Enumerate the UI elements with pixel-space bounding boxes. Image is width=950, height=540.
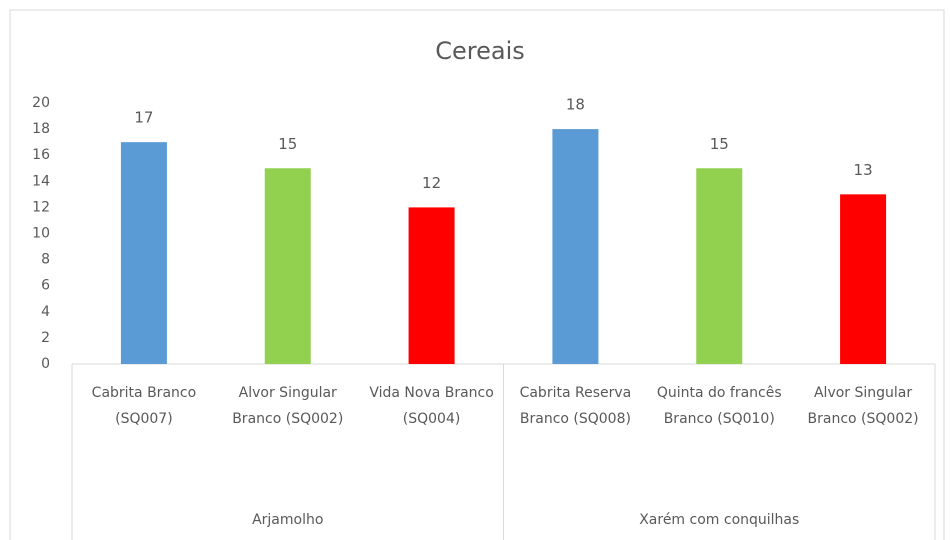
x-tick-label: Cabrita Reserva Branco (SQ008) xyxy=(519,385,632,427)
data-label: 13 xyxy=(854,161,873,179)
y-tick-label: 2 xyxy=(41,330,50,346)
group-label: Arjamolho xyxy=(252,512,324,528)
data-label: 15 xyxy=(710,135,729,153)
bar xyxy=(264,168,311,364)
y-tick-label: 12 xyxy=(32,199,50,215)
y-tick-label: 0 xyxy=(41,356,50,372)
y-tick-label: 20 xyxy=(32,95,50,111)
bar xyxy=(120,142,167,364)
bar xyxy=(552,129,599,364)
chart-title: Cereais xyxy=(435,37,525,65)
y-tick-label: 6 xyxy=(41,278,50,294)
y-tick-label: 4 xyxy=(41,304,50,320)
data-label: 12 xyxy=(422,174,441,192)
y-tick-label: 14 xyxy=(32,173,50,189)
chart-border xyxy=(9,9,945,540)
x-tick-label: Cabrita Branco (SQ007) xyxy=(91,385,197,427)
data-label: 18 xyxy=(566,96,585,114)
y-tick-label: 10 xyxy=(32,226,50,242)
group-label: Xarém com conquilhas xyxy=(639,512,800,528)
y-tick-label: 8 xyxy=(41,252,50,268)
data-label: 17 xyxy=(134,109,153,127)
x-tick-label: Alvor Singular Branco (SQ002) xyxy=(232,385,344,427)
bar xyxy=(840,194,887,364)
x-tick-label: Alvor Singular Branco (SQ002) xyxy=(807,385,919,427)
y-tick-label: 16 xyxy=(32,147,50,163)
bar xyxy=(408,207,455,364)
y-tick-label: 18 xyxy=(32,121,50,137)
data-label: 15 xyxy=(278,135,297,153)
x-tick-label: Vida Nova Branco (SQ004) xyxy=(369,385,494,427)
x-tick-label: Quinta do francês Branco (SQ010) xyxy=(656,385,782,427)
bar xyxy=(696,168,743,364)
